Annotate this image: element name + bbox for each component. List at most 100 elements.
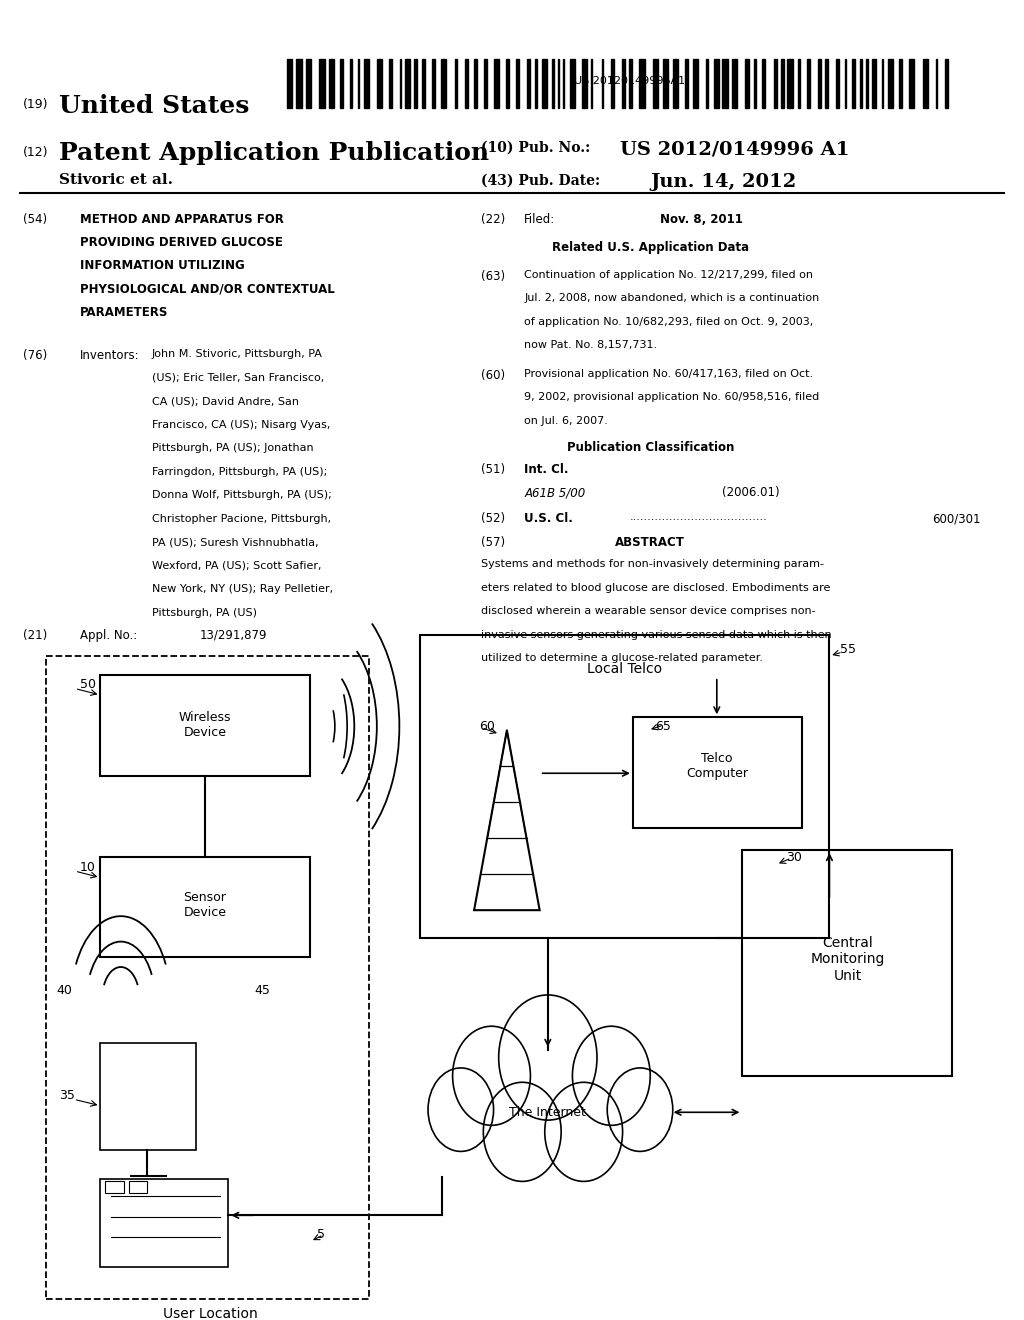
Bar [406,58,411,108]
Text: 9, 2002, provisional application No. 60/958,516, filed: 9, 2002, provisional application No. 60/… [524,392,819,403]
Bar [527,58,530,108]
Bar [423,58,426,108]
Text: Local Telco: Local Telco [587,663,663,676]
Text: Provisional application No. 60/417,163, filed on Oct.: Provisional application No. 60/417,163, … [524,370,813,379]
Bar [936,58,937,108]
Bar [129,1181,147,1193]
Bar [722,58,727,108]
Text: (US); Eric Teller, San Francisco,: (US); Eric Teller, San Francisco, [152,374,324,383]
Circle shape [428,1068,494,1151]
Text: on Jul. 6, 2007.: on Jul. 6, 2007. [524,416,608,426]
Text: (12): (12) [23,147,48,158]
Text: 40: 40 [56,985,73,998]
Bar [923,58,928,108]
Text: John M. Stivoric, Pittsburgh, PA: John M. Stivoric, Pittsburgh, PA [152,350,323,359]
Text: (57): (57) [481,536,506,549]
Bar [745,58,749,108]
Text: (60): (60) [481,370,506,381]
Text: United States: United States [59,94,250,117]
Text: U.S. Cl.: U.S. Cl. [524,512,573,525]
Bar [787,58,793,108]
Text: (76): (76) [23,350,47,363]
Text: (2006.01): (2006.01) [722,486,779,499]
Text: 45: 45 [254,985,270,998]
Bar [866,58,867,108]
Bar [673,58,678,108]
Bar [685,58,688,108]
Circle shape [572,1026,650,1126]
Text: invasive sensors generating various sensed data which is then: invasive sensors generating various sens… [481,630,831,640]
Bar [762,58,765,108]
Text: US 20120149996A1: US 20120149996A1 [574,75,685,86]
Bar [100,676,310,776]
Text: ABSTRACT: ABSTRACT [615,536,685,549]
Circle shape [483,1082,561,1181]
Text: METHOD AND APPARATUS FOR: METHOD AND APPARATUS FOR [80,213,284,226]
Text: Pittsburgh, PA (US): Pittsburgh, PA (US) [152,607,257,618]
Bar [365,58,370,108]
Bar [105,1181,124,1193]
Bar [824,58,827,108]
Text: 60: 60 [479,719,496,733]
Text: 65: 65 [655,719,672,733]
Bar [732,58,737,108]
Circle shape [545,1082,623,1181]
Text: 13/291,879: 13/291,879 [200,628,267,642]
Text: Appl. No.:: Appl. No.: [80,628,137,642]
Bar [714,58,719,108]
Text: PROVIDING DERIVED GLUCOSE: PROVIDING DERIVED GLUCOSE [80,236,283,249]
Text: User Location: User Location [163,1307,257,1320]
Bar [860,58,861,108]
Bar [543,58,548,108]
Circle shape [453,1026,530,1126]
Text: Christopher Pacione, Pittsburgh,: Christopher Pacione, Pittsburgh, [152,513,331,524]
Text: (22): (22) [481,213,506,226]
Bar [582,58,587,108]
Bar [420,635,829,937]
Text: PA (US); Suresh Vishnubhatla,: PA (US); Suresh Vishnubhatla, [152,537,318,548]
Text: Continuation of application No. 12/217,299, filed on: Continuation of application No. 12/217,2… [524,269,813,280]
Text: (21): (21) [23,628,47,642]
Bar [100,857,310,957]
Text: 30: 30 [786,851,803,865]
Text: Wireless
Device: Wireless Device [178,710,231,739]
Bar [432,58,435,108]
Text: The Internet: The Internet [509,1106,587,1119]
Circle shape [607,1068,673,1151]
Text: (51): (51) [481,463,506,477]
Text: Int. Cl.: Int. Cl. [524,463,568,477]
Bar [484,58,487,108]
Text: Pittsburgh, PA (US); Jonathan: Pittsburgh, PA (US); Jonathan [152,444,313,453]
Text: Stivoric et al.: Stivoric et al. [59,173,173,187]
Text: Telco
Computer: Telco Computer [686,752,748,780]
Bar [774,58,777,108]
Text: (54): (54) [23,213,47,226]
Bar [611,58,614,108]
Bar [780,58,783,108]
Text: Donna Wolf, Pittsburgh, PA (US);: Donna Wolf, Pittsburgh, PA (US); [152,490,332,500]
Bar [888,58,893,108]
Bar [742,850,952,1076]
Text: PHYSIOLOGICAL AND/OR CONTEXTUAL: PHYSIOLOGICAL AND/OR CONTEXTUAL [80,282,335,296]
Text: Farringdon, Pittsburgh, PA (US);: Farringdon, Pittsburgh, PA (US); [152,467,327,477]
Ellipse shape [425,1040,671,1184]
Text: Jul. 2, 2008, now abandoned, which is a continuation: Jul. 2, 2008, now abandoned, which is a … [524,293,819,304]
Bar [639,58,644,108]
Text: PARAMETERS: PARAMETERS [80,306,168,319]
Text: (63): (63) [481,269,506,282]
Text: Systems and methods for non-invasively determining param-: Systems and methods for non-invasively d… [481,560,824,569]
Bar [652,58,657,108]
Bar [872,58,876,108]
Text: 35: 35 [59,1089,76,1102]
Bar [807,58,810,108]
Bar [622,58,625,108]
Text: Francisco, CA (US); Nisarg Vyas,: Francisco, CA (US); Nisarg Vyas, [152,420,330,430]
Bar [456,58,457,108]
Text: New York, NY (US); Ray Pelletier,: New York, NY (US); Ray Pelletier, [152,585,333,594]
Bar [340,58,343,108]
Text: Inventors:: Inventors: [80,350,139,363]
Text: 50: 50 [80,678,96,692]
Bar [287,58,292,108]
Bar [899,58,902,108]
Text: Related U.S. Application Data: Related U.S. Application Data [552,242,749,255]
